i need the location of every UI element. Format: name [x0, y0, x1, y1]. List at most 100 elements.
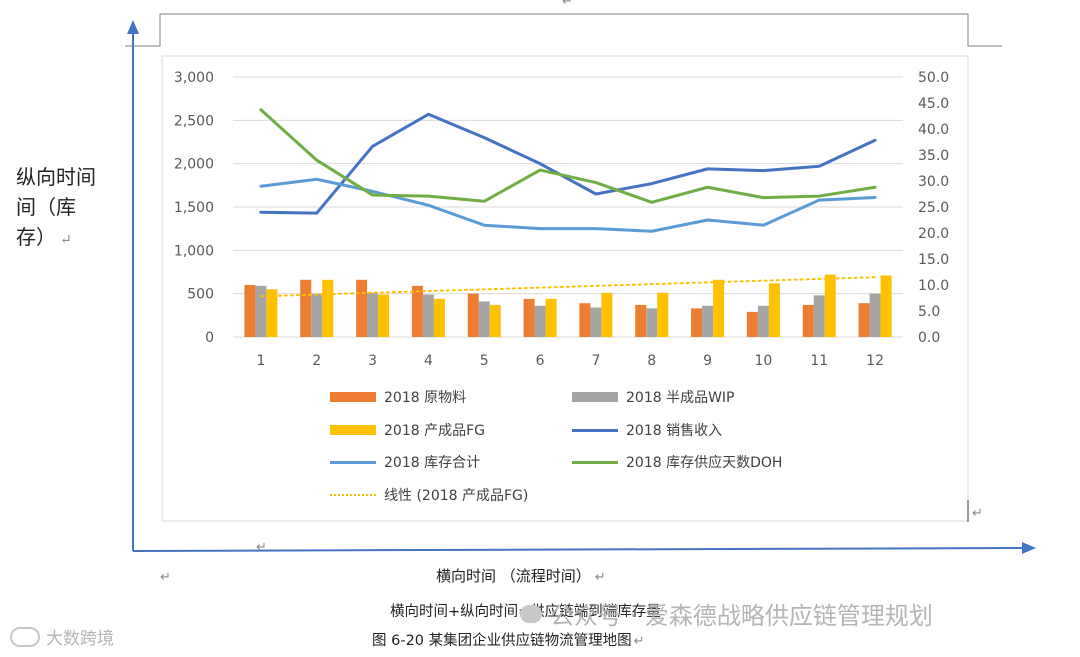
horizontal-axis-arrow-line [132, 547, 1027, 552]
bar-fg [657, 292, 669, 337]
figure-caption: 图 6-20 某集团企业供应链物流管理地图 ↵ [372, 629, 645, 650]
legend-item: 2018 半成品WIP [572, 387, 735, 407]
watermark-left: 大数跨境 [10, 624, 114, 649]
bar-fg [601, 292, 613, 337]
right-tick-label: 40.0 [918, 122, 949, 138]
return-mark-left: ↵ [160, 570, 171, 585]
category-tick-label: 10 [755, 353, 773, 369]
vertical-axis-label-line-3-wrap: 存） ↵ [16, 222, 96, 255]
bar-wip [646, 308, 658, 337]
legend-label: 2018 原物料 [384, 390, 467, 406]
left-tick-label: 0 [205, 330, 214, 346]
right-tick-label: 5.0 [918, 304, 940, 320]
bar-wip [534, 305, 546, 337]
legend-item: 2018 产成品FG [330, 420, 485, 440]
vertical-axis-label-line-3: 存） [16, 225, 56, 249]
bar-layer [244, 274, 892, 337]
bar-raw-material [579, 303, 591, 337]
legend-item: 线性 (2018 产成品FG) [330, 485, 528, 505]
bar-raw-material [691, 308, 703, 337]
tick-layer: 0 500 1,000 1,500 2,000 2,500 3,000 0.0 5.0 10.0 1… [174, 70, 949, 369]
chart-border [161, 55, 969, 522]
category-tick-label: 5 [480, 353, 489, 369]
bar-fg [266, 289, 278, 337]
legend-swatch [330, 494, 376, 496]
brand-logo-icon [10, 626, 40, 647]
category-tick-label: 3 [368, 353, 377, 369]
legend-label: 线性 (2018 产成品FG) [384, 488, 529, 504]
category-tick-label: 7 [591, 353, 600, 369]
bar-fg [880, 275, 892, 337]
right-tick-label: 20.0 [918, 226, 949, 242]
series-line [259, 177, 877, 233]
bar-fg [433, 298, 445, 337]
bar-raw-material [356, 279, 368, 337]
return-mark-hlabel: ↵ [594, 570, 606, 585]
category-tick-label: 11 [810, 353, 828, 369]
bar-wip [367, 292, 379, 337]
horizontal-axis-label: 横向时间 （流程时间） ↵ [436, 565, 606, 586]
legend-label: 2018 产成品FG [384, 423, 485, 439]
trendline-fg [259, 276, 877, 298]
bar-fg [322, 279, 334, 337]
return-mark-vlabel: ↵ [60, 232, 72, 248]
category-tick-label: 1 [256, 353, 265, 369]
watermark-left-text: 大数跨境 [46, 629, 114, 649]
return-mark-axis: ↵ [256, 540, 267, 555]
legend-label: 2018 库存供应天数DOH [626, 455, 783, 471]
wechat-icon [520, 604, 542, 623]
legend-swatch [572, 460, 618, 464]
bar-raw-material [411, 285, 423, 337]
bar-raw-material [802, 304, 814, 337]
right-tick-label: 30.0 [918, 174, 949, 190]
bar-wip [422, 294, 434, 337]
right-tick-label: 0.0 [918, 330, 940, 346]
legend-swatch [330, 460, 376, 464]
right-tick-label: 50.0 [918, 70, 949, 86]
series-line [259, 112, 877, 215]
legend-swatch [330, 425, 376, 435]
legend-label: 2018 销售收入 [626, 423, 723, 439]
vertical-axis-arrowhead [127, 20, 139, 34]
right-tick-label: 15.0 [918, 252, 949, 268]
left-tick-label: 1,500 [174, 200, 214, 216]
bar-fg [768, 283, 780, 337]
series-line [259, 108, 877, 204]
bar-wip [757, 305, 769, 337]
legend-item: 2018 原物料 [330, 387, 466, 407]
left-tick-label: 500 [187, 287, 214, 303]
watermark-right: 公众号 · 爱森德战略供应链管理规划 [520, 596, 933, 631]
right-tick-label: 10.0 [918, 278, 949, 294]
bar-wip [590, 307, 602, 337]
bar-raw-material [300, 279, 312, 337]
right-tick-label: 25.0 [918, 200, 949, 216]
category-tick-label: 4 [424, 353, 433, 369]
bar-raw-material [244, 285, 256, 337]
legend-swatch [330, 392, 376, 402]
bar-fg [378, 294, 390, 337]
category-tick-label: 2 [312, 353, 321, 369]
left-tick-label: 1,000 [174, 243, 214, 259]
bar-fg [545, 298, 557, 337]
category-tick-label: 9 [703, 353, 712, 369]
legend-item: 2018 库存供应天数DOH [572, 452, 782, 472]
bar-raw-material [523, 298, 535, 337]
bar-fg [489, 304, 501, 337]
bar-wip [702, 305, 714, 337]
bar-fg [713, 279, 725, 337]
legend-swatch [572, 392, 618, 402]
frame-top-bracket [125, 13, 1002, 47]
left-tick-label: 2,000 [174, 157, 214, 173]
bar-wip [478, 301, 490, 337]
bar-raw-material [467, 293, 479, 337]
legend-item: 2018 库存合计 [330, 452, 480, 472]
legend-swatch [572, 428, 618, 432]
return-mark-caption: ↵ [633, 634, 645, 649]
bar-wip [255, 285, 267, 337]
horizontal-axis-label-text: 横向时间 （流程时间） [436, 567, 591, 585]
bar-fg [824, 274, 836, 337]
bar-raw-material [746, 311, 758, 337]
right-tick-label: 35.0 [918, 148, 949, 164]
